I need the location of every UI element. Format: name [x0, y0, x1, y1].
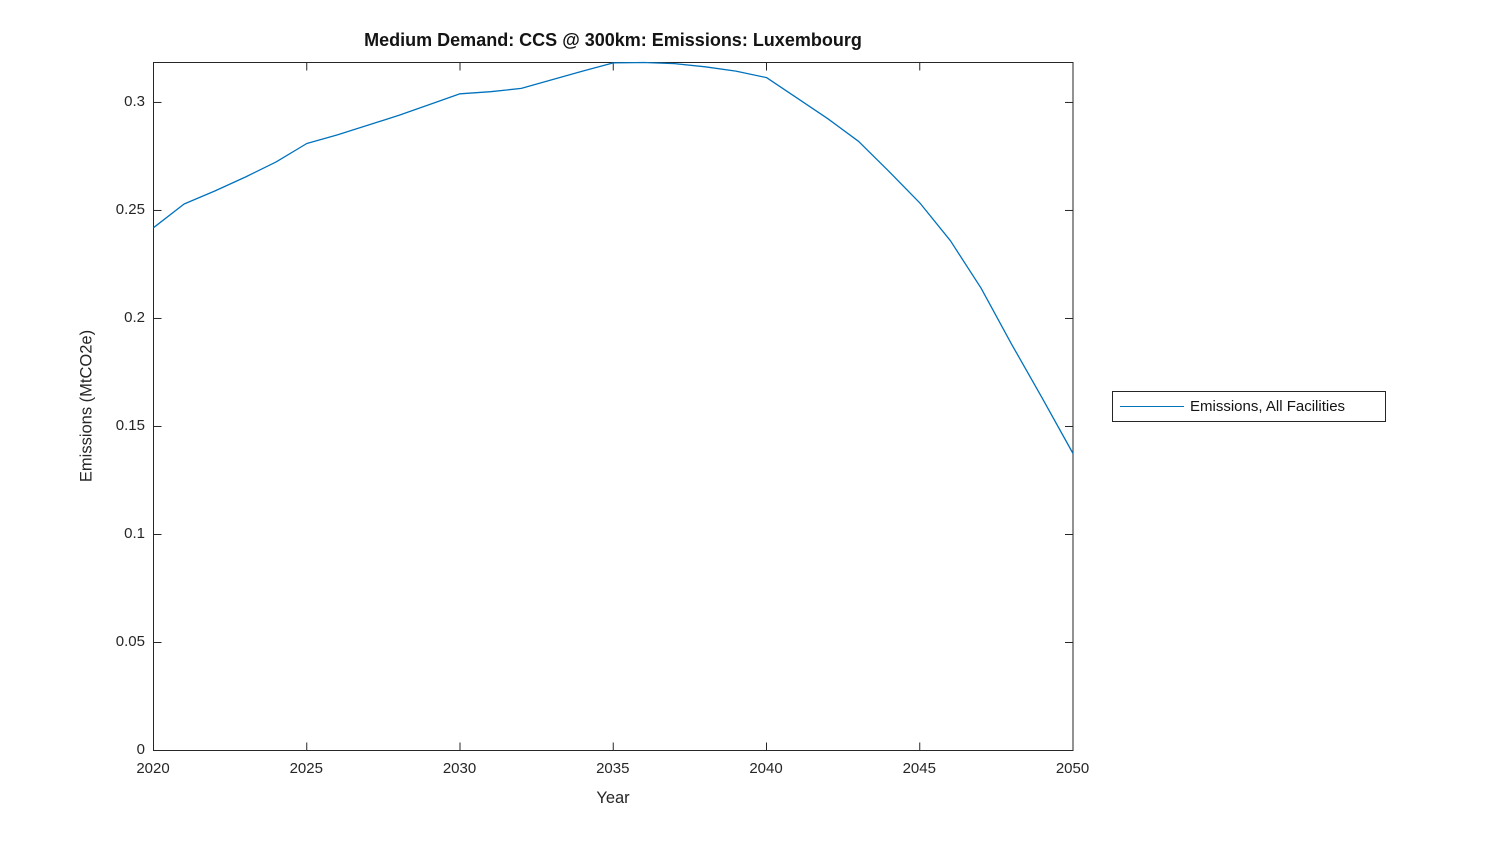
legend-line-sample-icon — [1120, 406, 1184, 407]
legend: Emissions, All Facilities — [1112, 391, 1386, 422]
y-tick-label: 0.3 — [124, 92, 145, 110]
legend-entry-label: Emissions, All Facilities — [1190, 398, 1346, 415]
x-tick-label: 2020 — [136, 760, 170, 777]
y-axis-label: Emissions (MtCO2e) — [77, 329, 96, 483]
emissions-line-series — [153, 61, 1074, 454]
x-tick-label: 2050 — [1055, 760, 1090, 777]
y-tick-label: 0.1 — [124, 524, 145, 542]
x-tick-label: 2045 — [902, 760, 936, 777]
y-tick-label: 0.2 — [124, 308, 145, 326]
y-tick-label: 0.15 — [115, 416, 145, 434]
x-tick-label: 2035 — [596, 760, 630, 777]
x-axis-label: Year — [596, 789, 630, 807]
y-tick-label: 0 — [136, 741, 145, 758]
x-tick-label: 2025 — [289, 760, 323, 777]
x-tick-label: 2030 — [442, 760, 477, 777]
y-tick-label: 0.05 — [115, 632, 145, 650]
chart-title: Medium Demand: CCS @ 300km: Emissions: L… — [364, 30, 862, 50]
x-tick-label: 2040 — [749, 760, 783, 777]
y-tick-label: 0.25 — [115, 200, 145, 218]
plot-area — [153, 61, 1074, 751]
axes-box — [153, 62, 1074, 751]
